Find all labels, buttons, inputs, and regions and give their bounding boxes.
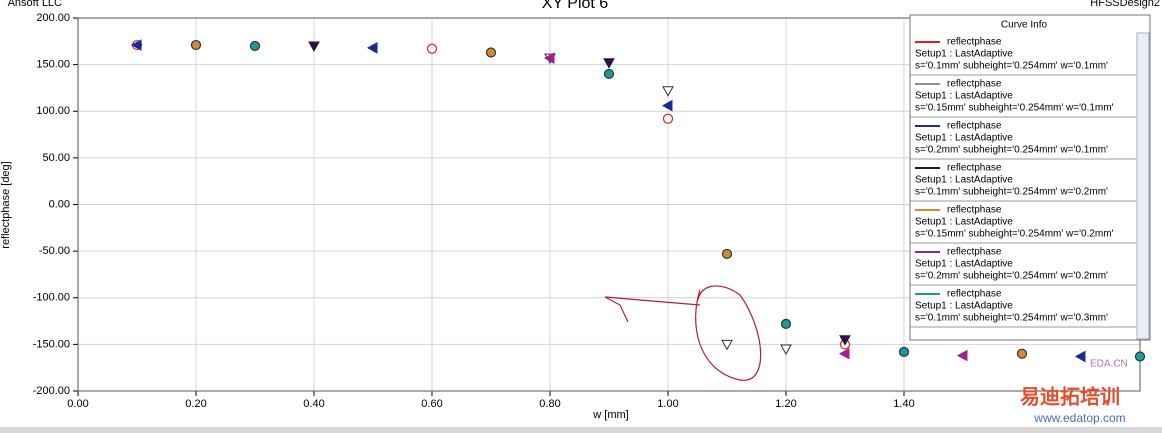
y-axis-label: reflectphase [deg] [0, 161, 12, 248]
marker [1134, 351, 1146, 362]
legend-variation: s='0.1mm' subheight='0.254mm' w='0.3mm' [915, 313, 1108, 324]
marker [721, 339, 733, 351]
y-tick-label: -100.00 [33, 292, 70, 304]
marker [662, 86, 674, 97]
marker [308, 41, 320, 53]
y-tick-label: -200.00 [33, 385, 70, 397]
marker [543, 52, 555, 64]
company-label: Ansoft LLC [8, 0, 62, 9]
legend-variation: s='0.2mm' subheight='0.254mm' w='0.1mm' [915, 145, 1108, 156]
marker [956, 349, 968, 362]
series [249, 40, 1146, 362]
legend-label: reflectphase [947, 247, 1002, 258]
legend-title: Curve Info [1001, 20, 1048, 31]
marker [780, 318, 792, 329]
marker [838, 347, 850, 360]
marker [1016, 348, 1028, 359]
legend-solution: Setup1 : LastAdaptive [915, 259, 1013, 270]
legend-box [909, 14, 1151, 341]
legend-solution: Setup1 : LastAdaptive [915, 133, 1013, 144]
marker [661, 99, 673, 112]
y-tick-label: 50.00 [42, 152, 70, 164]
legend-scrollbar [1136, 32, 1150, 340]
marker [249, 40, 261, 52]
design-label: HFSSDesign2 [1090, 0, 1160, 9]
x-axis-label: w [mm] [592, 409, 628, 421]
legend-label: reflectphase [947, 79, 1002, 90]
legend-label: reflectphase [947, 289, 1002, 300]
marker [190, 39, 202, 51]
series [190, 39, 1028, 359]
legend-solution: Setup1 : LastAdaptive [915, 91, 1013, 102]
marker [485, 47, 497, 58]
y-tick-label: 100.00 [36, 105, 70, 117]
chart-title: XY Plot 6 [542, 0, 609, 12]
marker [426, 43, 438, 54]
watermark-text: EDA.CN [1090, 359, 1128, 370]
y-tick-label: 200.00 [36, 12, 70, 24]
series [130, 39, 1086, 363]
marker [366, 41, 378, 54]
x-tick-label: 0.40 [303, 398, 324, 410]
legend-label: reflectphase [947, 121, 1002, 132]
marker [898, 346, 910, 357]
x-tick-label: 1.20 [775, 398, 796, 410]
watermark-text: www.edatop.com [1033, 411, 1125, 425]
legend-solution: Setup1 : LastAdaptive [915, 301, 1013, 312]
series [308, 41, 851, 346]
status-strip [0, 427, 1162, 433]
legend-variation: s='0.15mm' subheight='0.254mm' w='0.2mm' [915, 229, 1114, 240]
x-tick-label: 0.80 [539, 398, 560, 410]
legend-variation: s='0.1mm' subheight='0.254mm' w='0.1mm' [915, 61, 1108, 72]
marker [603, 58, 615, 69]
x-tick-label: 0.20 [185, 398, 206, 410]
marker [839, 335, 851, 346]
x-tick-label: 1.00 [657, 398, 678, 410]
x-tick-label: 0.60 [421, 398, 442, 410]
legend-solution: Setup1 : LastAdaptive [915, 175, 1013, 186]
marker [130, 39, 142, 51]
x-tick-label: 0.00 [67, 398, 88, 410]
legend-variation: s='0.2mm' subheight='0.254mm' w='0.2mm' [915, 271, 1108, 282]
annotation-scribble [604, 285, 762, 381]
x-tick-label: 1.40 [893, 398, 914, 410]
marker [1074, 350, 1086, 363]
y-tick-label: -150.00 [33, 338, 70, 350]
marker [603, 68, 615, 80]
marker [662, 113, 674, 124]
y-tick-label: -50.00 [39, 245, 70, 257]
y-tick-label: 150.00 [36, 59, 70, 71]
legend-label: reflectphase [947, 163, 1002, 174]
watermark-text: 易迪拓培训 [1020, 384, 1120, 408]
series [543, 52, 968, 362]
legend-label: reflectphase [947, 37, 1002, 48]
legend-variation: s='0.1mm' subheight='0.254mm' w='0.2mm' [915, 187, 1108, 198]
marker [780, 344, 792, 356]
legend-solution: Setup1 : LastAdaptive [915, 49, 1013, 60]
legend-solution: Setup1 : LastAdaptive [915, 217, 1013, 228]
marker [721, 248, 733, 260]
legend-label: reflectphase [947, 205, 1002, 216]
legend-variation: s='0.15mm' subheight='0.254mm' w='0.1mm' [915, 103, 1114, 114]
y-tick-label: 0.00 [49, 198, 70, 210]
